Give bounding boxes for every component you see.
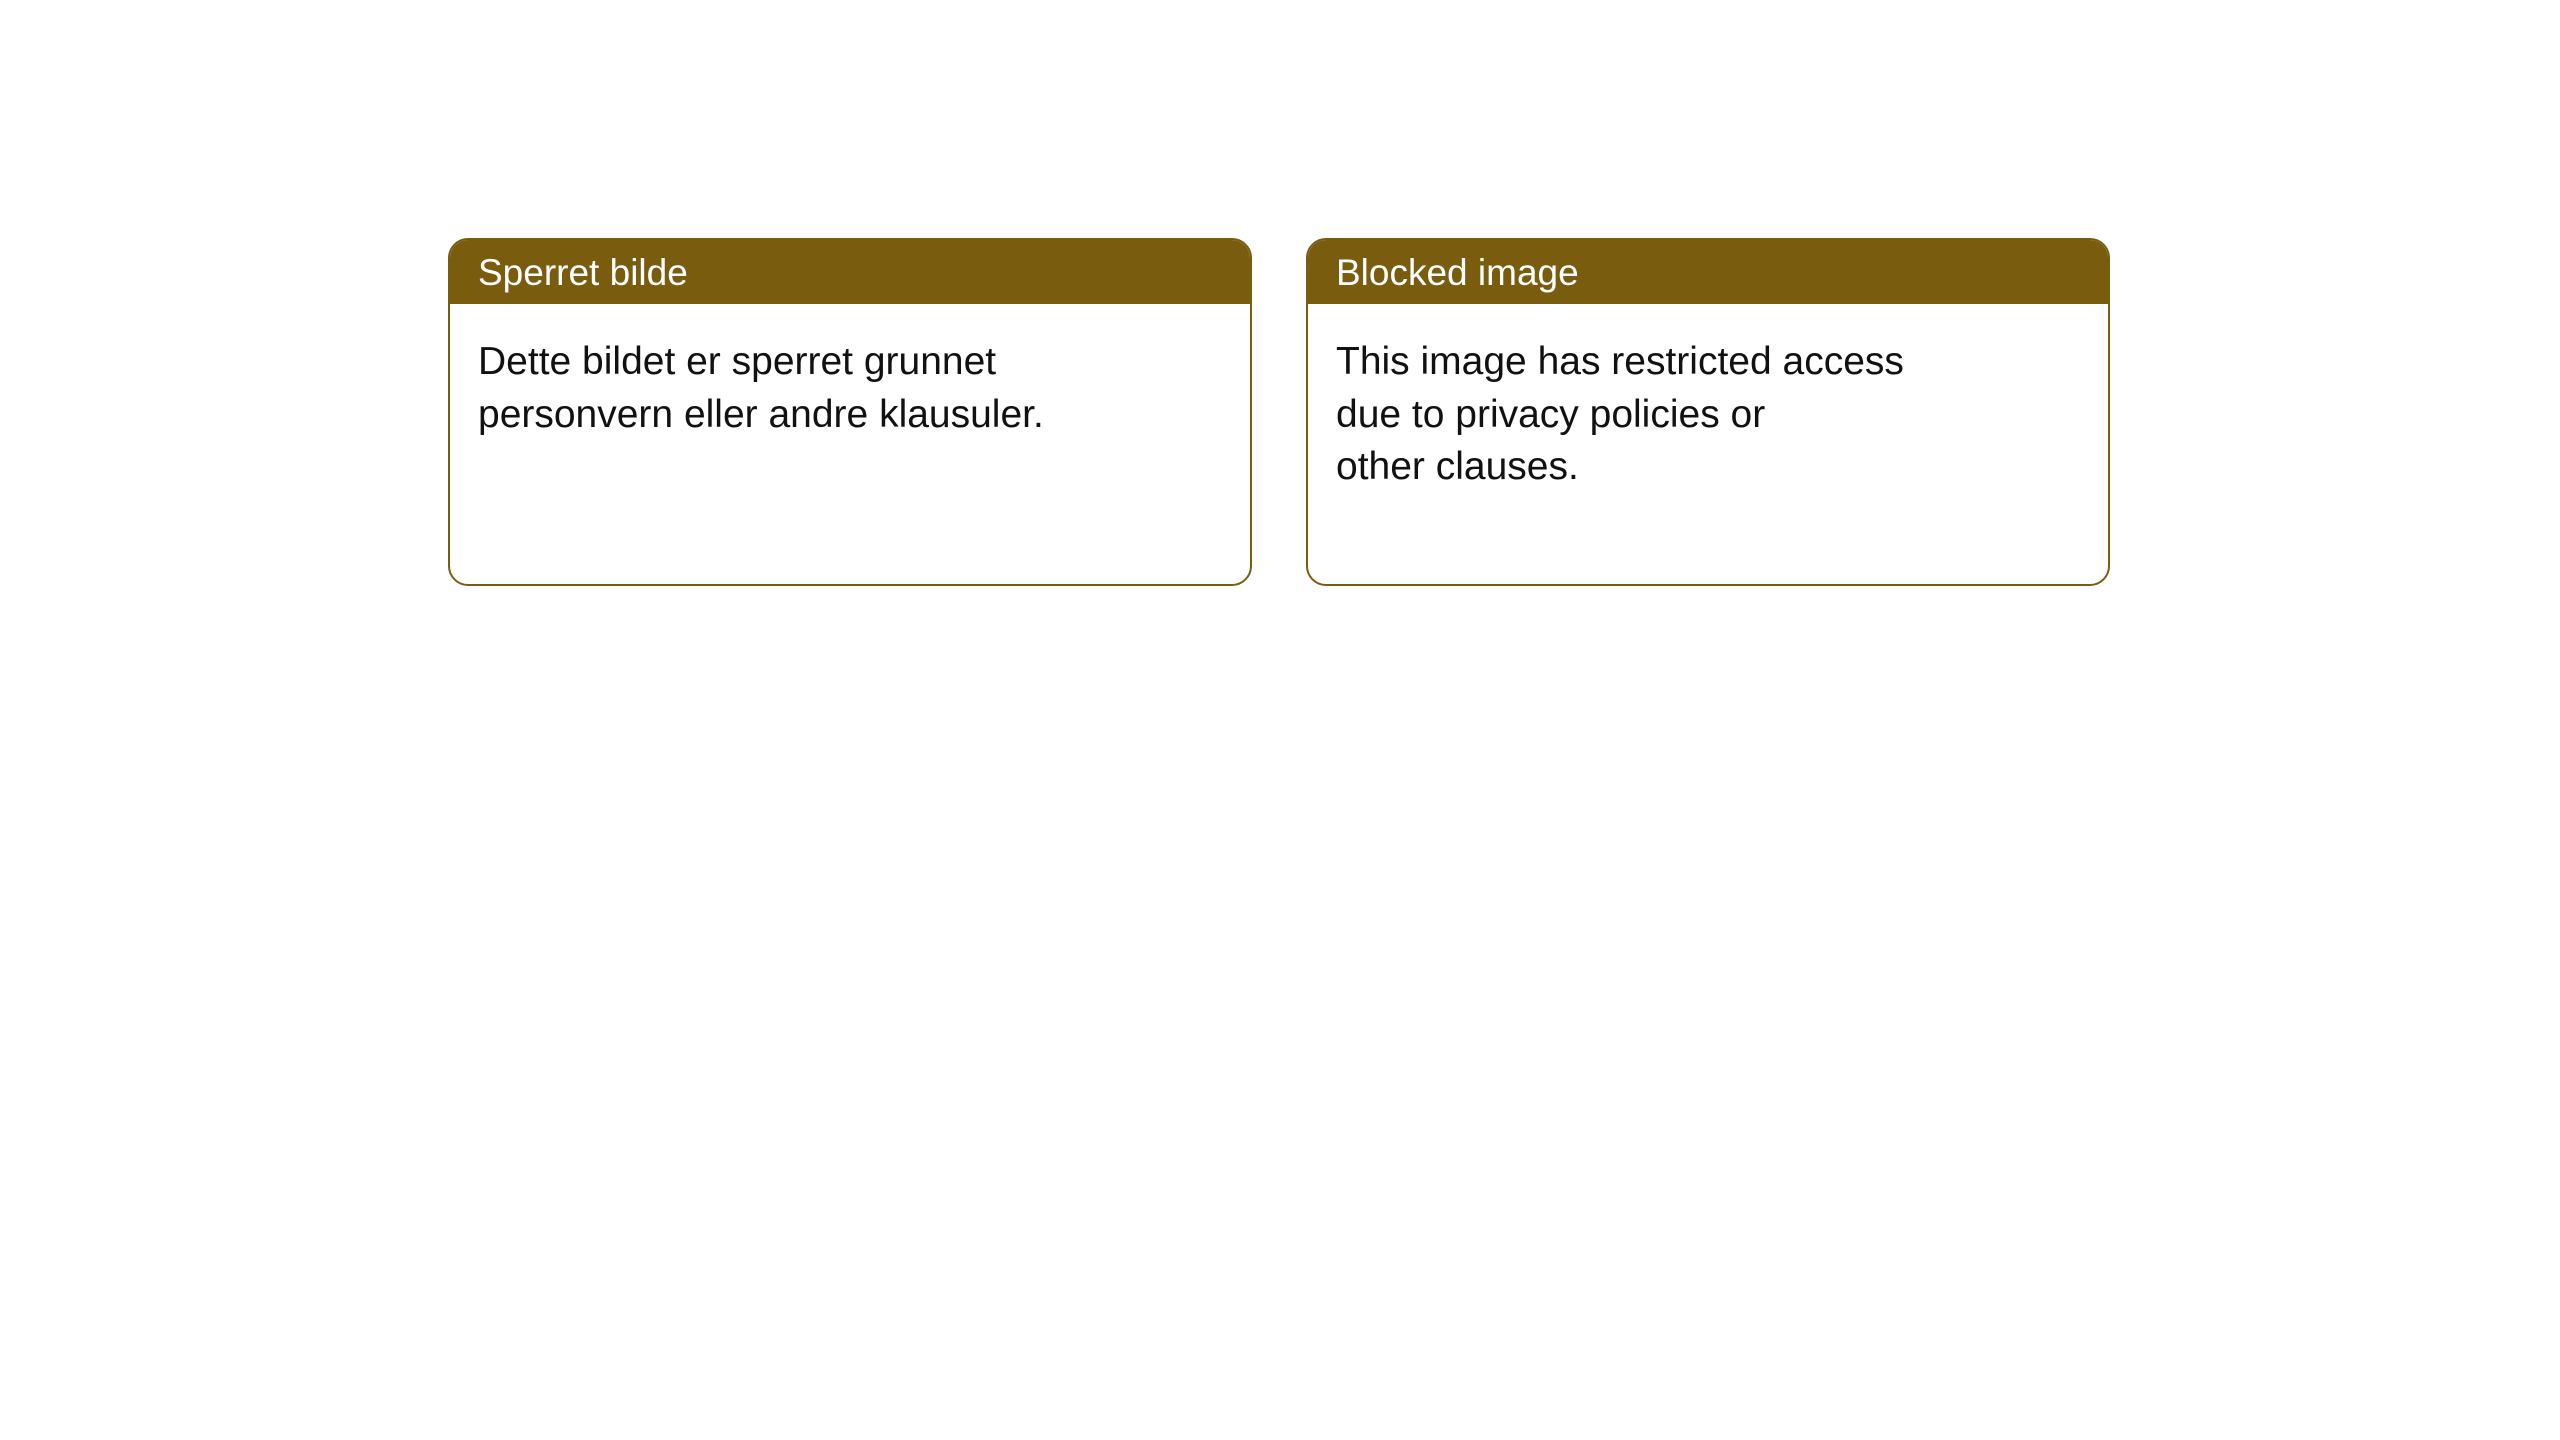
notice-card-norwegian: Sperret bilde Dette bildet er sperret gr… <box>448 238 1252 586</box>
notice-body-english: This image has restricted access due to … <box>1308 304 2108 584</box>
notice-body-norwegian: Dette bildet er sperret grunnet personve… <box>450 304 1250 531</box>
notice-card-english: Blocked image This image has restricted … <box>1306 238 2110 586</box>
notice-container: Sperret bilde Dette bildet er sperret gr… <box>0 0 2560 586</box>
notice-title-norwegian: Sperret bilde <box>450 240 1250 304</box>
notice-title-english: Blocked image <box>1308 240 2108 304</box>
